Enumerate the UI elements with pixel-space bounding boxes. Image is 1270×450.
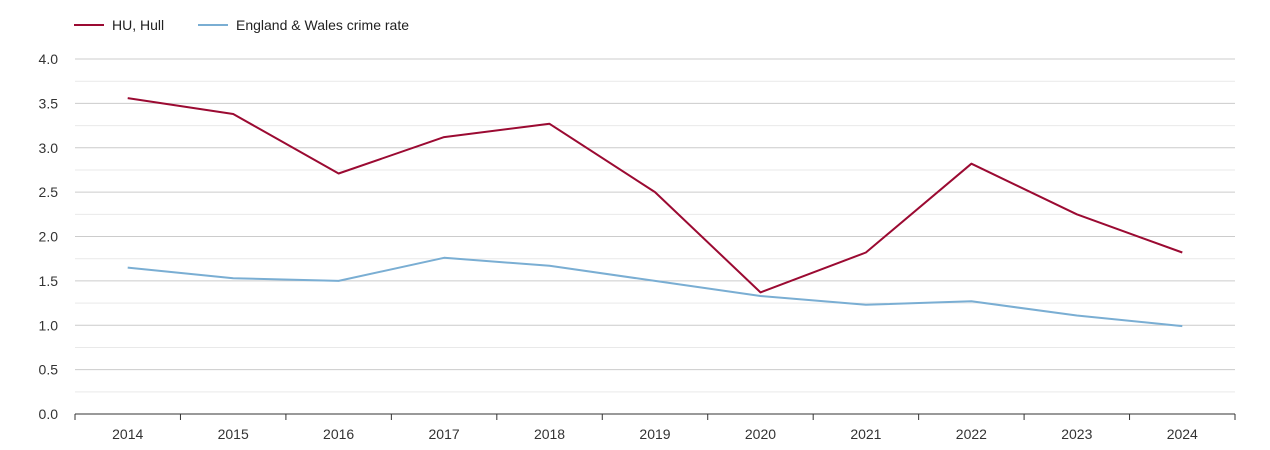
- y-tick-label: 0.5: [39, 362, 59, 378]
- data-point-hull[interactable]: [547, 121, 553, 127]
- data-point-england-wales[interactable]: [863, 302, 869, 308]
- x-tick-label: 2015: [218, 426, 249, 442]
- y-tick-label: 3.0: [39, 140, 59, 156]
- series-line-england-wales[interactable]: [127, 256, 1183, 328]
- y-tick-label: 0.0: [39, 406, 59, 422]
- data-point-hull[interactable]: [125, 95, 131, 101]
- data-point-england-wales[interactable]: [652, 278, 658, 284]
- data-point-england-wales[interactable]: [1074, 312, 1080, 318]
- data-point-hull[interactable]: [441, 134, 447, 140]
- data-point-hull[interactable]: [863, 249, 869, 255]
- legend: HU, Hull England & Wales crime rate: [74, 17, 409, 33]
- y-tick-label: 4.0: [39, 51, 59, 67]
- y-axis: 0.0 0.5 1.0 1.5 2.0 2.5 3.0 3.5 4.0: [39, 51, 59, 422]
- x-tick-label: 2022: [956, 426, 987, 442]
- data-point-england-wales[interactable]: [547, 263, 553, 269]
- y-tick-label: 1.0: [39, 317, 59, 333]
- legend-label-england-wales: England & Wales crime rate: [236, 17, 409, 33]
- data-point-england-wales[interactable]: [1179, 323, 1185, 329]
- x-tick-label: 2018: [534, 426, 565, 442]
- x-tick-label: 2023: [1061, 426, 1092, 442]
- x-tick-label: 2016: [323, 426, 354, 442]
- legend-label-hull: HU, Hull: [112, 17, 164, 33]
- x-tick-label: 2024: [1167, 426, 1198, 442]
- x-tick-label: 2014: [112, 426, 143, 442]
- x-tick-label: 2020: [745, 426, 776, 442]
- grid-lines: [75, 58, 1235, 415]
- series-lines: [125, 95, 1185, 329]
- y-tick-label: 2.5: [39, 184, 59, 200]
- data-point-england-wales[interactable]: [757, 293, 763, 299]
- x-tick-label: 2017: [429, 426, 460, 442]
- x-tick-label: 2021: [850, 426, 881, 442]
- data-point-hull[interactable]: [1074, 211, 1080, 217]
- data-point-hull[interactable]: [1179, 249, 1185, 255]
- x-axis: 2014 2015 2016 2017 2018 2019 2020 2021 2022 2023…: [74, 413, 1236, 442]
- data-point-england-wales[interactable]: [125, 265, 131, 271]
- data-point-england-wales[interactable]: [968, 298, 974, 304]
- data-point-hull[interactable]: [968, 161, 974, 167]
- legend-item-england-wales[interactable]: England & Wales crime rate: [198, 17, 409, 33]
- data-point-england-wales[interactable]: [230, 275, 236, 281]
- data-point-england-wales[interactable]: [336, 278, 342, 284]
- data-point-hull[interactable]: [230, 111, 236, 117]
- data-point-hull[interactable]: [336, 170, 342, 176]
- data-point-england-wales[interactable]: [441, 255, 447, 261]
- legend-item-hull[interactable]: HU, Hull: [74, 17, 164, 33]
- y-tick-label: 2.0: [39, 229, 59, 245]
- y-tick-label: 1.5: [39, 273, 59, 289]
- data-point-hull[interactable]: [652, 189, 658, 195]
- x-tick-label: 2019: [639, 426, 670, 442]
- y-tick-label: 3.5: [39, 95, 59, 111]
- series-line-hull[interactable]: [127, 97, 1183, 294]
